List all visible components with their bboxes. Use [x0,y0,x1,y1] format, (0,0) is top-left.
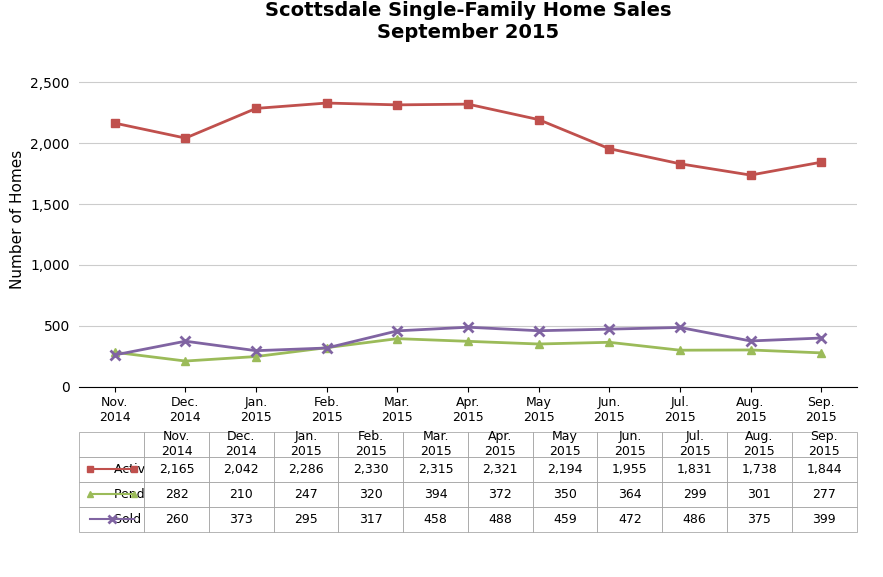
Y-axis label: Number of Homes: Number of Homes [10,149,25,289]
Title: Scottsdale Single-Family Home Sales
September 2015: Scottsdale Single-Family Home Sales Sept… [265,1,671,42]
